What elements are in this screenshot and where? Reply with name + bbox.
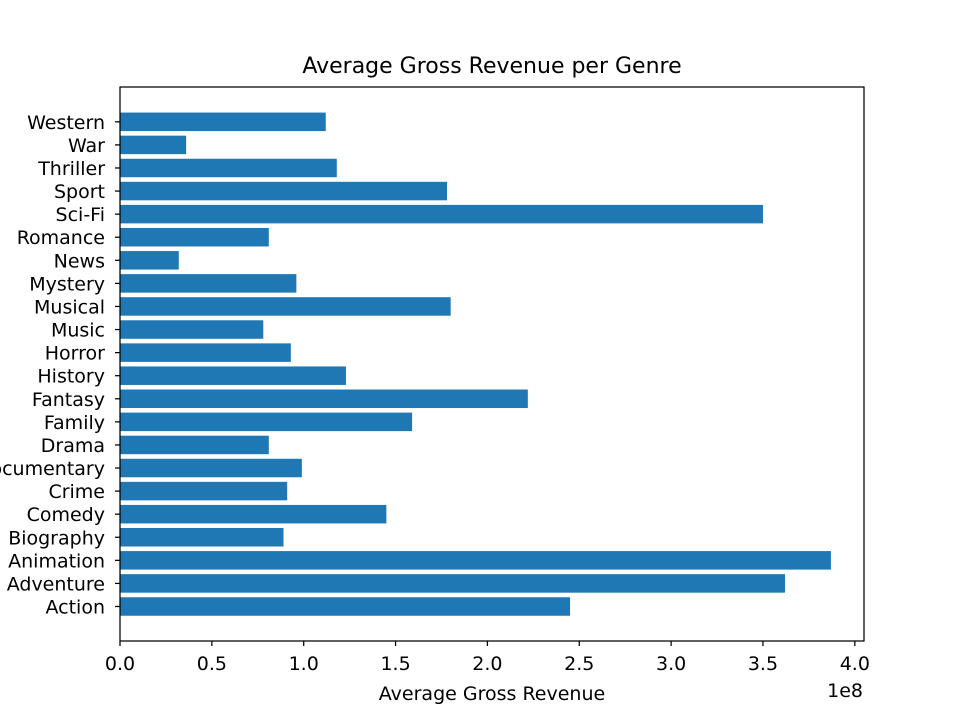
y-tick-label-romance: Romance [17, 227, 105, 249]
bar-mystery [120, 274, 297, 293]
bar-family [120, 412, 413, 432]
y-tick-label-fantasy: Fantasy [32, 389, 105, 411]
bar-music [120, 320, 264, 339]
y-tick-label-crime: Crime [48, 481, 105, 503]
y-tick-label-sport: Sport [54, 181, 105, 203]
y-tick-label-adventure: Adventure [7, 573, 105, 595]
x-tick-label: 0.5 [197, 653, 227, 675]
bar-crime [120, 481, 288, 501]
bars-group [120, 112, 831, 616]
x-tick-label: 2.5 [564, 653, 594, 675]
x-axis-ticks: 0.0 0.5 1.0 1.5 2.0 2.5 3.0 3.5 4.0 [105, 641, 870, 675]
bar-news [120, 251, 179, 270]
y-tick-label-drama: Drama [41, 435, 105, 457]
y-tick-label-thriller: Thriller [37, 158, 105, 180]
bar-thriller [120, 158, 337, 178]
bar-drama [120, 435, 269, 455]
y-tick-label-history: History [37, 366, 105, 388]
x-scale-offset: 1e8 [827, 680, 863, 702]
bar-musical [120, 297, 451, 316]
chart-title: Average Gross Revenue per Genre [302, 54, 681, 79]
y-tick-label-comedy: Comedy [27, 504, 105, 526]
y-tick-label-action: Action [45, 597, 105, 619]
bar-horror [120, 343, 291, 362]
y-tick-label-horror: Horror [45, 343, 105, 365]
bar-adventure [120, 574, 786, 593]
x-tick-label: 1.0 [289, 653, 319, 675]
x-tick-label: 4.0 [840, 653, 870, 675]
y-tick-label-news: News [54, 250, 105, 272]
y-tick-label-mystery: Mystery [29, 273, 105, 295]
y-axis-ticks: ActionAdventureAnimationBiographyComedyC… [0, 112, 120, 619]
bar-documentary [120, 458, 302, 478]
bar-war [120, 135, 187, 155]
y-tick-label-animation: Animation [8, 550, 105, 572]
bar-action [120, 597, 571, 616]
bar-biography [120, 528, 284, 547]
bar-sport [120, 181, 447, 201]
y-tick-label-musical: Musical [34, 296, 105, 318]
bar-romance [120, 227, 269, 247]
y-tick-label-western: Western [27, 112, 105, 134]
bar-history [120, 366, 346, 385]
x-axis-label: Average Gross Revenue [379, 683, 605, 705]
x-tick-label: 3.5 [748, 653, 778, 675]
y-tick-label-sci-fi: Sci-Fi [56, 204, 105, 226]
y-tick-label-biography: Biography [8, 527, 105, 549]
x-tick-label: 0.0 [105, 653, 135, 675]
x-tick-label: 3.0 [656, 653, 686, 675]
bar-fantasy [120, 389, 528, 409]
bar-sci-fi [120, 204, 763, 224]
x-tick-label: 1.5 [380, 653, 410, 675]
y-tick-label-war: War [68, 135, 105, 157]
bar-comedy [120, 504, 387, 524]
y-tick-label-family: Family [44, 412, 105, 434]
bar-western [120, 112, 326, 132]
y-tick-label-music: Music [51, 320, 105, 342]
x-tick-label: 2.0 [472, 653, 502, 675]
plot-frame [119, 86, 865, 642]
bar-animation [120, 551, 831, 570]
y-tick-label-documentary: Documentary [0, 458, 105, 480]
